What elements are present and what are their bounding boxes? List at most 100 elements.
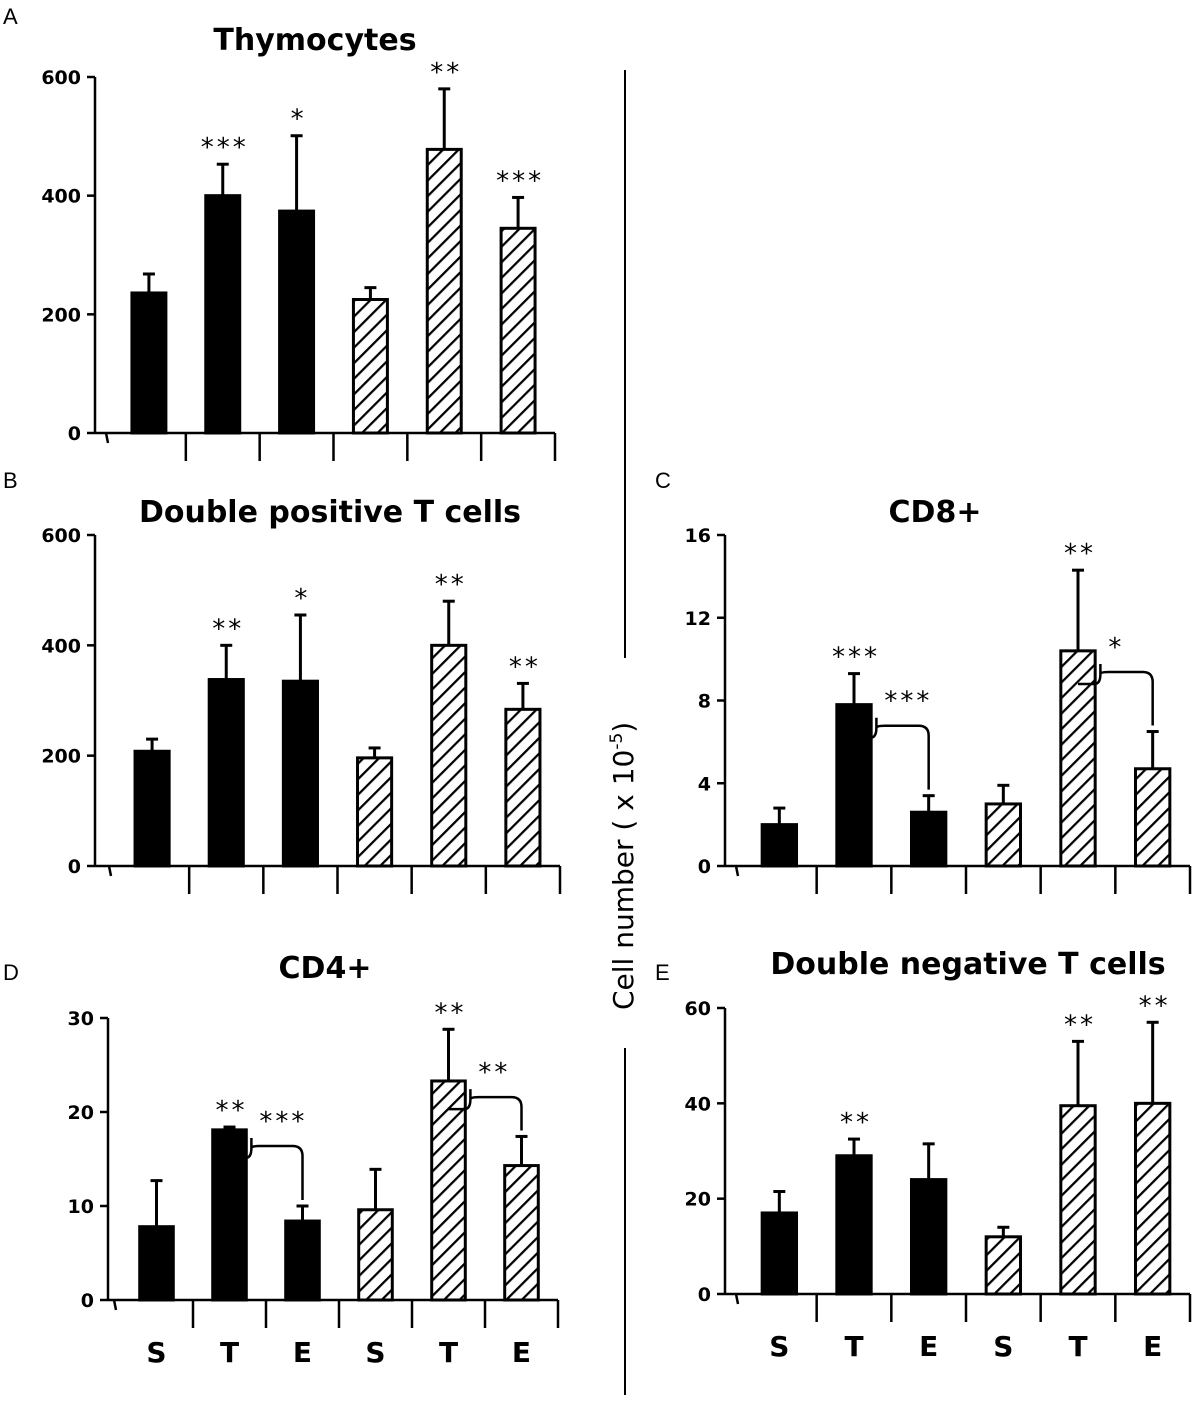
x-category-label: E [512, 1336, 531, 1369]
bar [1059, 1104, 1097, 1296]
y-tick-label: 30 [68, 1008, 94, 1030]
bar [207, 678, 245, 868]
x-category-label: S [146, 1336, 166, 1369]
y-tick-label: 16 [685, 525, 711, 547]
panel-e: E Double negative T cells 0 20 40 60 S ** T E S *… [655, 947, 1192, 1363]
significance-label: ** [1064, 1010, 1096, 1040]
panel-b-title: Double positive T cells [139, 495, 521, 530]
bracket-significance-label: ** [478, 1058, 510, 1088]
ylabel-exponent: -5 [607, 733, 627, 750]
y-tick-label: 12 [685, 608, 711, 630]
y-tick-label: 20 [685, 1189, 711, 1211]
x-axis-tail [734, 865, 740, 877]
shared-y-axis-label: Cell number ( x 10-5) [607, 70, 640, 1395]
bracket-significance-label: *** [884, 687, 932, 717]
panel-e-title: Double negative T cells [770, 947, 1165, 982]
x-category-label: T [439, 1336, 458, 1369]
x-category-label: E [919, 1330, 938, 1363]
bar [835, 1154, 873, 1296]
significance-label: ** [509, 652, 541, 682]
bar [1059, 649, 1097, 868]
bracket-significance-label: *** [259, 1107, 307, 1137]
comparison-bracket [1078, 663, 1154, 726]
panel-letter-b: B [3, 468, 18, 493]
bar [430, 643, 468, 868]
bar [351, 298, 389, 435]
y-tick-label: 60 [685, 998, 711, 1020]
x-category-label: T [220, 1336, 239, 1369]
y-tick-label: 0 [68, 856, 81, 878]
significance-label: *** [496, 166, 544, 196]
significance-label: ** [435, 570, 467, 600]
y-tick-label: 8 [698, 691, 711, 713]
y-tick-label: 10 [68, 1196, 94, 1218]
significance-label: ** [435, 998, 467, 1028]
x-axis-tail [104, 432, 110, 444]
y-tick-label: 4 [698, 773, 711, 795]
bar [284, 1219, 321, 1302]
x-category-label: S [365, 1336, 385, 1369]
x-category-label: S [993, 1330, 1013, 1363]
bar [760, 1211, 799, 1296]
bar [281, 679, 319, 868]
bar [499, 226, 537, 435]
significance-label: ** [1139, 991, 1171, 1021]
y-tick-label: 40 [685, 1093, 711, 1115]
y-tick-label: 400 [41, 186, 81, 208]
ylabel-text: Cell number ( x 10-5) [607, 722, 640, 1010]
panel-a-title: Thymocytes [213, 23, 416, 58]
significance-label: ** [1064, 539, 1096, 569]
panel-letter-d: D [3, 960, 19, 985]
bar [130, 291, 168, 435]
x-axis-tail [112, 1299, 118, 1311]
ylabel-main: Cell number ( x 10 [607, 750, 640, 1010]
bar [1133, 1101, 1172, 1296]
bar [356, 756, 394, 868]
panel-letter-c: C [655, 468, 671, 493]
bar [984, 1235, 1023, 1296]
y-tick-label: 0 [68, 423, 81, 445]
bracket-significance-label: * [1108, 633, 1124, 663]
significance-label: ** [840, 1108, 872, 1138]
bar [835, 703, 873, 868]
bar [204, 194, 242, 435]
bar [278, 209, 316, 435]
x-category-label: T [844, 1330, 863, 1363]
x-axis-tail [734, 1293, 740, 1305]
y-tick-label: 400 [41, 635, 81, 657]
bar [909, 810, 948, 868]
significance-label: * [291, 105, 307, 135]
panel-c-title: CD8+ [889, 495, 982, 530]
y-tick-label: 0 [81, 1290, 94, 1312]
bar [760, 823, 799, 868]
bar [425, 147, 463, 435]
comparison-bracket [448, 1089, 523, 1131]
panel-d-title: CD4+ [279, 951, 372, 986]
comparison-bracket [854, 717, 930, 790]
bar [357, 1208, 394, 1302]
comparison-bracket [229, 1138, 304, 1200]
bar [1133, 767, 1172, 868]
significance-label: * [294, 584, 310, 614]
x-category-label: E [293, 1336, 312, 1369]
x-category-label: E [1143, 1330, 1162, 1363]
y-tick-label: 600 [41, 525, 81, 547]
bar [909, 1178, 948, 1296]
significance-label: ** [430, 58, 462, 88]
significance-label: *** [201, 133, 249, 163]
y-tick-label: 0 [698, 856, 711, 878]
y-tick-label: 600 [41, 67, 81, 89]
x-category-label: T [1068, 1330, 1087, 1363]
x-category-label: S [769, 1330, 789, 1363]
bar [138, 1225, 175, 1302]
bar [133, 749, 171, 868]
panel-letter-e: E [655, 960, 670, 985]
panel-e-chart: 0 20 40 60 S ** T E S ** T ** E [685, 991, 1192, 1363]
